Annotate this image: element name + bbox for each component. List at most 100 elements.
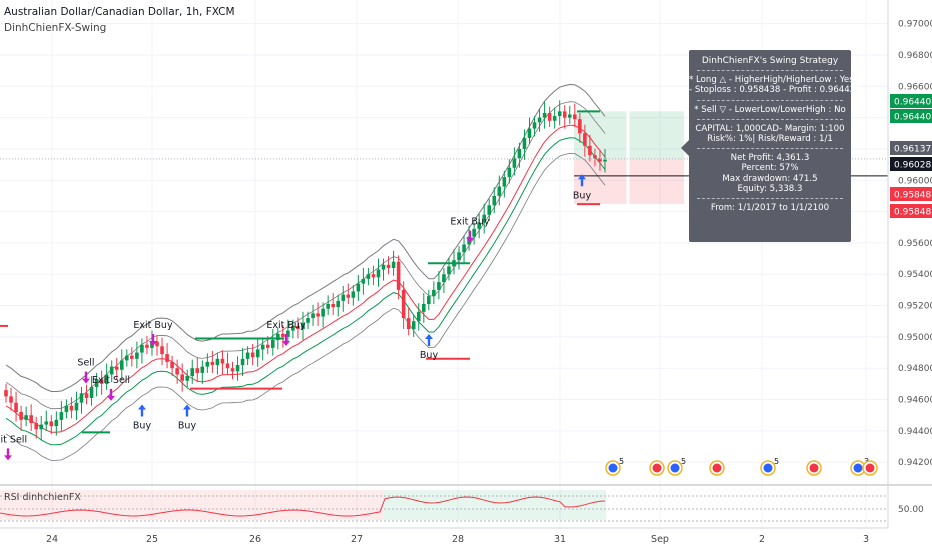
signal-label: Exit Buy [450, 217, 490, 228]
y-tick-9: 0.95200 [898, 302, 932, 312]
candle-body-79 [401, 289, 406, 319]
event-badge-3 [709, 460, 725, 476]
price-badge-0: 0.96440 [890, 94, 932, 108]
candle-body-5 [29, 415, 33, 424]
badge-bg [890, 204, 932, 218]
candle-body-53 [270, 340, 275, 348]
signal-buy-7: Buy [420, 334, 438, 361]
candle-body-97 [492, 195, 497, 206]
signal-buy-3: Buy [133, 404, 151, 431]
candle-body-58 [296, 325, 300, 330]
candle-body-62 [316, 313, 320, 317]
candle-body-38 [195, 368, 200, 373]
rsi-pane [0, 484, 932, 522]
info-pointer [681, 140, 689, 156]
flag-fill-icon [608, 463, 618, 473]
y-tick-7: 0.95600 [898, 239, 932, 249]
flag-fill-icon [853, 463, 863, 473]
candle-body-108 [547, 112, 552, 121]
candle-body-34 [175, 368, 179, 375]
badge-label: 0.96440 [894, 98, 931, 108]
signal-arrow-icon [425, 334, 433, 347]
event-badge-1 [649, 460, 665, 476]
badge-bg [890, 187, 932, 201]
candle-body-61 [311, 313, 315, 319]
candle-body-19 [99, 379, 104, 384]
info-title: DinhChienFX's Swing Strategy [701, 56, 839, 66]
candle-body-17 [89, 386, 94, 398]
info-percent: Percent: 57% [741, 163, 799, 174]
flag-fill-icon [865, 463, 875, 473]
flag-fill-icon [763, 463, 773, 473]
candle-body-105 [532, 122, 537, 129]
candle-body-106 [537, 117, 542, 123]
candle-body-16 [84, 393, 89, 398]
candle-body-93 [472, 228, 476, 237]
candle-body-69 [351, 291, 356, 298]
candle-body-44 [225, 363, 230, 369]
signal-label: Exit Buy [133, 320, 173, 331]
candle-body-47 [240, 358, 245, 366]
badge-bg [890, 141, 932, 155]
candle-body-31 [160, 346, 164, 355]
signal-arrow-icon [578, 174, 586, 187]
candle-body-27 [140, 344, 144, 353]
candle-body-86 [437, 282, 441, 290]
info-sell: * Sell ▽ - LowerLow/LowerHigh : No [694, 104, 846, 115]
candle-body-72 [366, 274, 371, 279]
event-badge-7 [862, 460, 878, 476]
candle-body-42 [215, 358, 220, 366]
candle-body-91 [462, 244, 466, 253]
x-tick-4: 28 [452, 534, 464, 545]
candle-body-4 [24, 415, 28, 420]
info-long: * Long △ - HigherHigh/HigherLow : Yes [689, 75, 854, 86]
candle-body-11 [59, 412, 64, 420]
signals: Exit Sell Sell Exit Sell Buy Exit Buy Buy Exit… [0, 174, 591, 461]
y-tick-11: 0.94800 [898, 364, 932, 374]
candle-body-82 [416, 311, 421, 322]
candle-body-3 [19, 412, 23, 420]
rsi-bull-zone [384, 490, 606, 520]
candle-body-26 [135, 352, 139, 359]
event-badge-4: 5 [760, 457, 779, 476]
candle-body-87 [442, 274, 446, 283]
candle-body-71 [361, 278, 366, 284]
candle-body-60 [306, 318, 310, 323]
bands [5, 83, 606, 461]
candle-body-68 [346, 294, 351, 298]
price-badge-1: 0.96440 [890, 109, 932, 123]
signal-arrow-icon [138, 404, 146, 417]
candle-body-73 [371, 274, 376, 278]
candle-body-18 [94, 379, 99, 387]
signal-label: Exit Sell [92, 375, 130, 386]
signal-exit-buy-8: Exit Buy [450, 217, 490, 243]
candle-body-80 [406, 318, 411, 330]
y-tick-10: 0.95000 [898, 333, 932, 343]
candle-body-39 [200, 366, 205, 373]
x-tick-6: Sep [651, 534, 669, 545]
indicator-name: DinhChienFX-Swing [4, 22, 107, 34]
signal-arrow-icon [107, 388, 115, 401]
band-upper [5, 83, 606, 392]
x-tick-1: 25 [146, 534, 158, 545]
event-badge-2: 5 [667, 457, 686, 476]
candle-body-66 [336, 300, 341, 308]
candle-body-6 [34, 423, 39, 430]
candle-body-112 [567, 114, 572, 118]
candle-body-96 [487, 205, 492, 215]
flag-fill-icon [652, 463, 662, 473]
candle-body-118 [598, 158, 602, 162]
event-count: 5 [774, 457, 779, 466]
price-badge-4: 0.95848 [890, 187, 932, 201]
band-lower [5, 137, 606, 446]
signal-exit-sell-2: Exit Sell [92, 375, 130, 401]
candle-body-84 [427, 296, 431, 304]
signal-buy-9: Buy [573, 174, 591, 201]
candle-body-28 [145, 344, 149, 348]
candle-body-94 [477, 222, 481, 229]
candle-body-76 [386, 264, 391, 268]
candle-body-7 [39, 424, 44, 430]
candle-body-50 [255, 349, 260, 358]
info-capital: CAPITAL: 1,000CAD- Margin: 1:100 [695, 123, 845, 134]
